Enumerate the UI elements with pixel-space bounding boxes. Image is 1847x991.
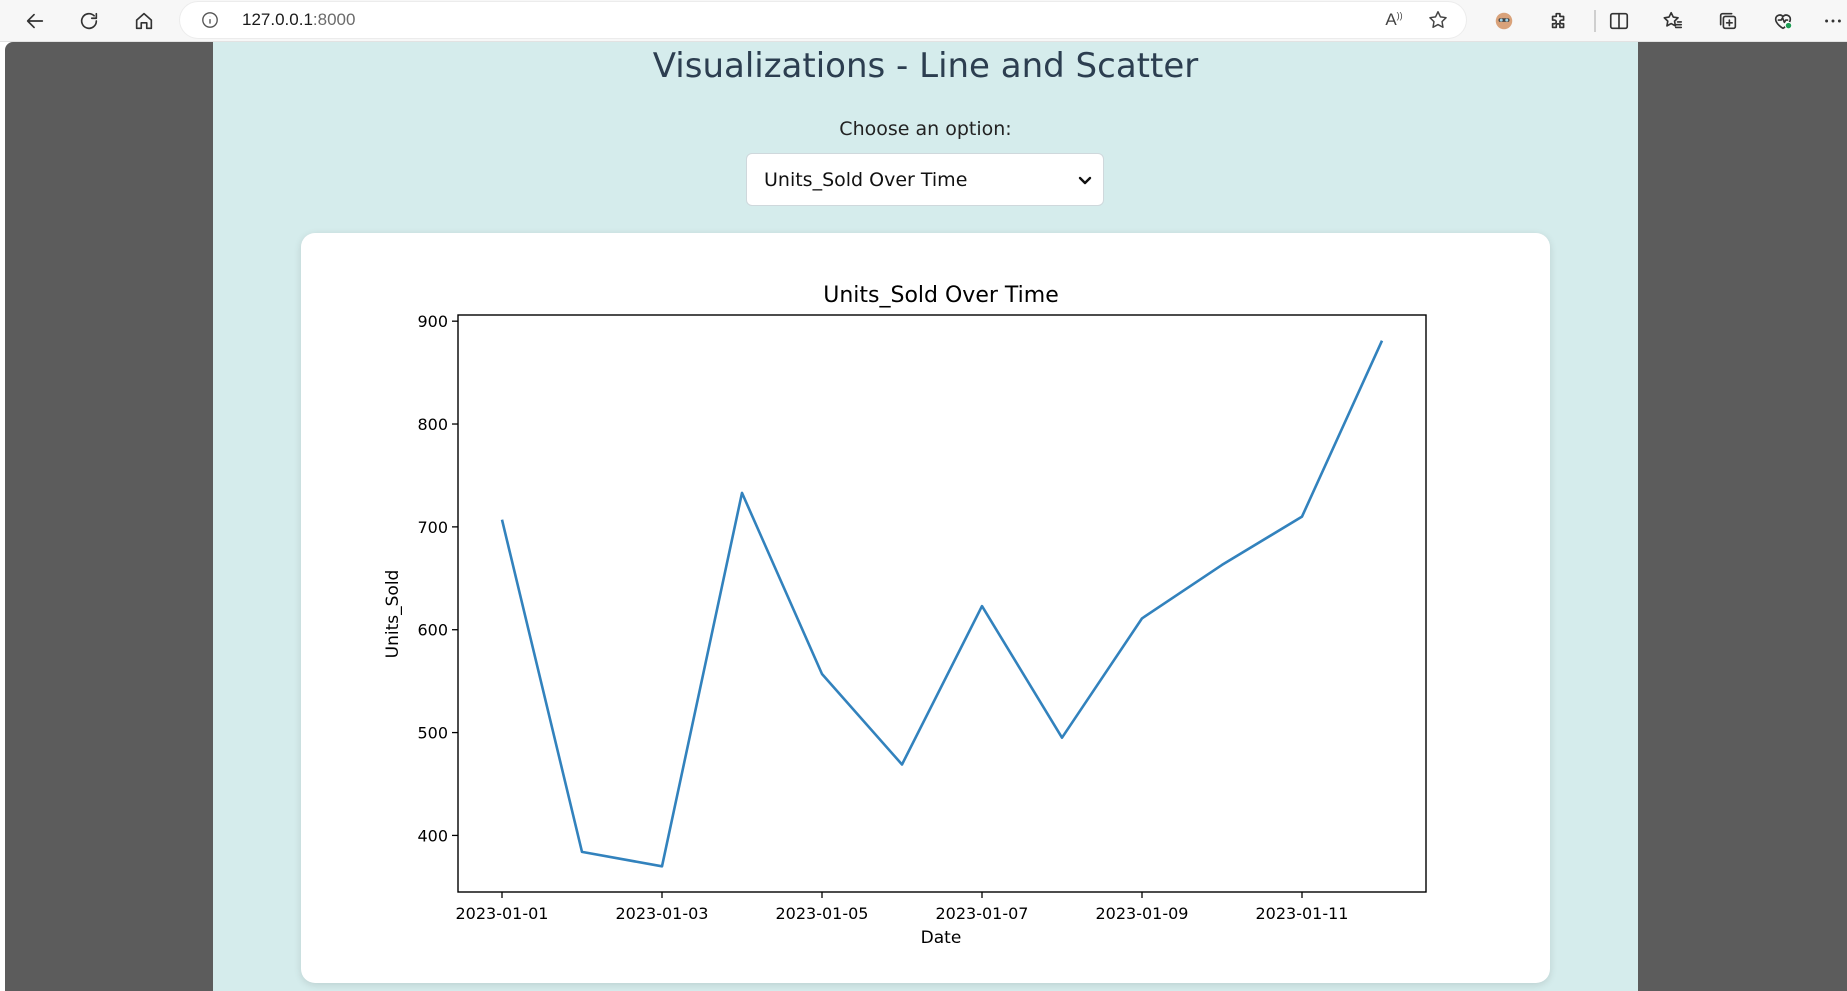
browser-health-icon[interactable] — [1766, 4, 1800, 38]
x-tick-label: 2023-01-01 — [456, 904, 549, 923]
browser-toolbar: 127.0.0.1:8000 A)) — [0, 0, 1847, 42]
x-axis-ticks: 2023-01-01 2023-01-03 2023-01-05 2023-01-07… — [456, 892, 1349, 923]
profile-avatar-icon[interactable] — [1487, 4, 1521, 38]
x-tick-label: 2023-01-09 — [1096, 904, 1189, 923]
y-axis-label: Units_Sold — [383, 570, 403, 659]
page-title: Visualizations - Line and Scatter — [652, 46, 1199, 86]
url-host: 127.0.0.1 — [242, 10, 313, 29]
y-tick-label: 800 — [417, 415, 448, 434]
address-bar[interactable]: 127.0.0.1:8000 A)) — [180, 2, 1466, 38]
split-screen-icon[interactable] — [1602, 4, 1636, 38]
favorite-star-icon[interactable] — [1422, 4, 1454, 36]
y-tick-label: 900 — [417, 312, 448, 331]
collections-icon[interactable] — [1711, 4, 1745, 38]
chevron-down-icon — [1077, 172, 1093, 188]
selected-option-text: Units_Sold Over Time — [764, 169, 968, 191]
back-arrow-icon[interactable] — [18, 4, 52, 38]
url-text[interactable]: 127.0.0.1:8000 — [242, 2, 355, 38]
x-tick-label: 2023-01-11 — [1256, 904, 1349, 923]
url-port: :8000 — [312, 10, 356, 29]
extensions-icon[interactable] — [1542, 4, 1576, 38]
reload-icon[interactable] — [72, 4, 106, 38]
toolbar-divider — [1594, 10, 1596, 32]
read-aloud-waves: )) — [1396, 10, 1403, 21]
chart-card: Units_Sold Over Time 400 500 600 700 800 900 … — [301, 233, 1550, 983]
home-icon[interactable] — [127, 4, 161, 38]
y-tick-label: 400 — [417, 826, 448, 845]
plot-frame — [457, 314, 1427, 893]
page-content: Visualizations - Line and Scatter Choose… — [213, 42, 1638, 991]
y-axis-ticks: 400 500 600 700 800 900 — [417, 312, 458, 845]
x-tick-label: 2023-01-05 — [776, 904, 869, 923]
series-line — [500, 340, 1384, 868]
y-tick-label: 500 — [417, 724, 448, 743]
y-tick-label: 700 — [417, 518, 448, 537]
visualization-select[interactable]: Units_Sold Over Time — [746, 153, 1104, 206]
read-aloud-icon[interactable]: A)) — [1378, 4, 1410, 36]
browser-viewport: Visualizations - Line and Scatter Choose… — [5, 42, 1847, 991]
x-tick-label: 2023-01-03 — [616, 904, 709, 923]
line-chart: Units_Sold Over Time 400500600700800900 … — [383, 283, 1427, 948]
site-info-icon[interactable] — [200, 10, 220, 30]
favorites-icon[interactable] — [1656, 4, 1690, 38]
chart-title: Units_Sold Over Time — [823, 283, 1059, 308]
read-aloud-glyph: A — [1385, 10, 1397, 29]
x-tick-label: 2023-01-07 — [936, 904, 1029, 923]
choose-option-label: Choose an option: — [839, 118, 1012, 140]
y-tick-label: 600 — [417, 621, 448, 640]
more-options-icon[interactable] — [1816, 4, 1847, 38]
x-axis-label: Date — [921, 928, 962, 948]
